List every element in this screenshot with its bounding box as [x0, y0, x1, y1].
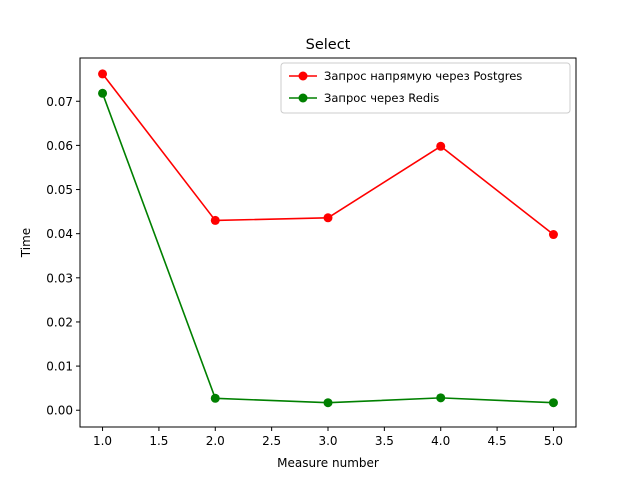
x-tick-label: 3.5: [375, 434, 394, 448]
plot-area: [98, 69, 558, 408]
x-axis-label: Measure number: [277, 456, 379, 470]
x-tick-label: 2.0: [206, 434, 225, 448]
y-tick-label: 0.00: [46, 404, 73, 418]
x-axis-ticks: 1.0 1.5 2.0 2.5 3.0 3.5 4.0 4.5 5.0: [93, 427, 563, 448]
y-tick-label: 0.04: [46, 227, 73, 241]
y-tick-label: 0.07: [46, 95, 73, 109]
x-tick-label: 1.0: [93, 434, 112, 448]
data-point: [323, 213, 333, 223]
x-tick-label: 2.5: [262, 434, 281, 448]
x-tick-label: 4.0: [431, 434, 450, 448]
y-axis-label: Time: [19, 228, 33, 258]
y-tick-label: 0.01: [46, 360, 73, 374]
data-point: [548, 398, 558, 408]
data-point: [323, 398, 333, 408]
data-point: [436, 141, 446, 151]
y-tick-label: 0.05: [46, 183, 73, 197]
data-point: [436, 393, 446, 403]
data-point: [98, 88, 108, 98]
legend: Запрос напрямую через Postgres Запрос чер…: [280, 62, 571, 114]
x-tick-label: 3.0: [318, 434, 337, 448]
y-tick-label: 0.03: [46, 271, 73, 285]
data-point: [210, 215, 220, 225]
y-axis-ticks: 0.00 0.01 0.02 0.03 0.04 0.05 0.06 0.07: [46, 95, 80, 418]
chart-title: Select: [306, 37, 351, 53]
y-tick-label: 0.06: [46, 139, 73, 153]
x-tick-label: 5.0: [544, 434, 563, 448]
x-tick-label: 4.5: [488, 434, 507, 448]
data-point: [548, 230, 558, 240]
legend-swatch-marker: [298, 93, 308, 103]
x-tick-label: 1.5: [149, 434, 168, 448]
legend-swatch-marker: [298, 71, 308, 81]
legend-entry-label: Запрос напрямую через Postgres: [324, 69, 522, 83]
legend-box: [280, 62, 571, 114]
data-point: [98, 69, 108, 79]
data-point: [210, 393, 220, 403]
legend-entry-label: Запрос через Redis: [324, 91, 439, 105]
y-tick-label: 0.02: [46, 315, 73, 329]
